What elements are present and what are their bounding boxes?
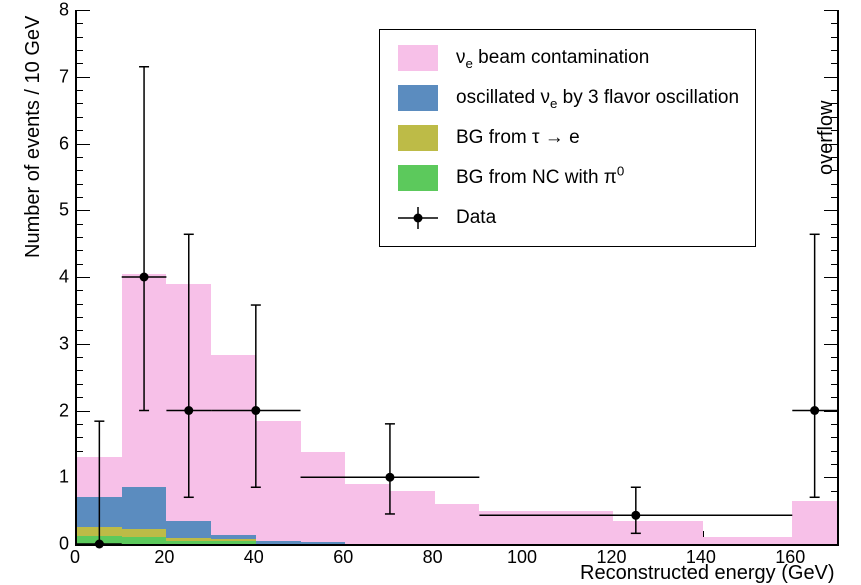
data-marker [184,406,193,415]
y-tick-major [824,544,837,545]
y-tick-label: 2 [59,400,69,421]
x-tick-label: 160 [775,547,805,568]
y-tick-label: 3 [59,333,69,354]
legend-entry: BG from NC with π0 [398,158,739,198]
legend-swatch [398,45,438,71]
legend-entry: BG from τ → e [398,118,739,158]
x-tick-label: 120 [596,547,626,568]
data-marker [810,406,819,415]
x-tick-label: 140 [686,547,716,568]
chart-frame: Number of events / 10 GeV Reconstructed … [0,0,861,583]
y-tick-label: 0 [59,534,69,555]
legend-swatch [398,125,438,151]
x-tick-label: 100 [507,547,537,568]
x-tick-label: 20 [154,547,174,568]
data-marker [251,406,260,415]
y-tick-label: 4 [59,267,69,288]
legend-data-marker [398,205,438,231]
legend-entry: oscillated νe by 3 flavor oscillation [398,78,739,118]
data-marker [140,273,149,282]
legend-swatch [398,85,438,111]
y-tick-label: 5 [59,200,69,221]
y-axis-label: Number of events / 10 GeV [22,16,45,258]
y-tick-label: 8 [59,0,69,21]
overflow-label: overflow [815,101,838,175]
legend: νe beam contamination oscillated νe by 3 … [379,29,756,247]
data-marker [385,473,394,482]
legend-swatch [398,165,438,191]
legend-label: Data [456,207,496,229]
y-tick-label: 6 [59,133,69,154]
x-tick-label: 40 [244,547,264,568]
x-tick-label: 0 [70,547,80,568]
legend-entry: νe beam contamination [398,38,739,78]
x-tick-label: 60 [333,547,353,568]
y-tick-label: 1 [59,467,69,488]
legend-label: BG from τ → e [456,127,580,149]
data-marker [95,540,104,549]
legend-label: oscillated νe by 3 flavor oscillation [456,87,739,109]
y-tick-label: 7 [59,66,69,87]
data-marker [631,511,640,520]
x-tick-minor [837,538,838,544]
legend-label: BG from NC with π0 [456,167,624,189]
x-tick-label: 80 [423,547,443,568]
legend-entry: Data [398,198,739,238]
legend-label: νe beam contamination [456,47,649,69]
